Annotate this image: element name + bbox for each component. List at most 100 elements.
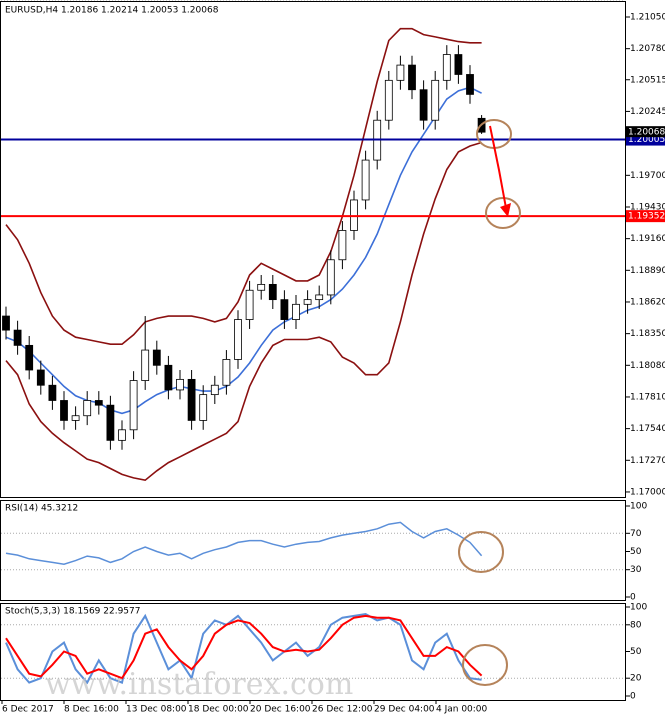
y-tick-label: 1.18080: [630, 361, 665, 371]
current-price-bg: [626, 126, 665, 138]
candle-body: [361, 159, 370, 201]
stoch-frame: [0, 603, 626, 701]
level-label-bg: [626, 210, 665, 223]
x-tick-label: 6 Dec 2017: [2, 705, 54, 715]
y-tick-label: 1.19160: [630, 234, 665, 244]
y-tick-label: 70: [630, 529, 642, 539]
y-tick-label: 1.19430: [630, 202, 665, 212]
y-tick-label: 50: [630, 547, 642, 557]
watermark: www.instaforex.com: [45, 667, 353, 702]
y-tick-label: 30: [630, 565, 642, 575]
candle-body: [408, 64, 416, 91]
y-tick-label: 1.18890: [630, 266, 665, 276]
y-tick-label: 1.20515: [630, 75, 665, 85]
candle-body: [106, 404, 115, 441]
candle-body: [2, 315, 10, 331]
y-tick-label: 1.20780: [630, 44, 665, 54]
line: [5, 521, 483, 565]
annotation-arrow: [489, 125, 507, 209]
annotation-circle: [485, 197, 521, 229]
y-tick-label: 100: [630, 603, 647, 613]
candle-body: [71, 415, 80, 421]
level-label: 1.19352: [628, 212, 665, 222]
x-tick-label: 20 Dec 16:00: [250, 705, 311, 715]
candle-body: [94, 400, 103, 406]
candle-body: [141, 349, 150, 381]
candle-body: [431, 79, 440, 121]
y-tick-label: 0: [630, 592, 636, 602]
y-tick-label: 1.17000: [630, 487, 665, 497]
line: [5, 614, 483, 680]
y-tick-label: 1.18620: [630, 297, 665, 307]
annotation-circle: [462, 644, 508, 686]
grid-layer: [1, 0, 630, 704]
y-tick-label: 1.20245: [630, 107, 665, 117]
candle-body: [338, 230, 347, 261]
candle-body: [315, 294, 324, 301]
y-tick-label: 20: [630, 674, 642, 684]
candle-body: [152, 349, 161, 366]
y-tick-label: 0: [630, 691, 636, 701]
x-tick-label: 13 Dec 08:00: [126, 705, 187, 715]
x-tick-label: 8 Dec 16:00: [64, 705, 119, 715]
text-layer: 1.21050 1.20780 1.20515 1.20245 1.19700 1.194…: [2, 6, 665, 715]
candle-body: [129, 380, 138, 431]
y-tick-label: 1.18350: [630, 329, 665, 339]
candle-body: [234, 319, 242, 360]
x-tick-label: 26 Dec 12:00: [312, 705, 373, 715]
candle-body: [419, 89, 428, 121]
y-tick-label: 50: [630, 647, 642, 657]
y-tick-label: 1.17810: [630, 392, 665, 402]
candle-body: [222, 359, 231, 386]
candle-body: [466, 74, 474, 95]
candle-body: [83, 400, 92, 417]
candle-body: [13, 329, 22, 346]
candle-body: [48, 384, 57, 401]
y-tick-label: 1.21050: [630, 13, 665, 23]
y-tick-label: 1.19700: [630, 171, 665, 181]
candle-body: [268, 283, 277, 301]
y-tick-label: 80: [630, 620, 642, 630]
candle-body: [396, 64, 405, 81]
panel-title: Stoch(5,3,3) 18.1569 22.9577: [5, 607, 140, 617]
y-tick-label: 1.17270: [630, 456, 665, 466]
line: [5, 86, 482, 415]
annotation-circle: [458, 531, 504, 573]
candle-body: [36, 369, 45, 386]
marks-layer: [1, 27, 626, 685]
candle-body: [199, 394, 208, 421]
current-price-label: 1.20068: [628, 128, 665, 138]
y-tick-label: 1.17540: [630, 424, 665, 434]
candle-body: [303, 299, 312, 305]
x-tick-label: 4 Jan 00:00: [436, 705, 488, 715]
candle-body: [187, 378, 196, 421]
candle-body: [292, 303, 300, 320]
main-frame: [0, 1, 626, 498]
chart-title: EURUSD,H4 1.20186 1.20214 1.20053 1.2006…: [5, 6, 219, 16]
candle-body: [257, 283, 266, 291]
candle-body: [384, 79, 393, 121]
candle-body: [164, 364, 173, 391]
candle-body: [442, 54, 451, 81]
x-tick-label: 18 Dec 00:00: [188, 705, 249, 715]
line: [5, 27, 482, 345]
rsi-frame: [0, 500, 626, 601]
x-tick-label: 29 Dec 04:00: [374, 705, 435, 715]
level-label: 1.20005: [628, 135, 665, 145]
candle-body: [454, 54, 463, 75]
candle-body: [25, 344, 34, 371]
candle-body: [176, 378, 184, 391]
candle-body: [60, 400, 68, 421]
candle-body: [280, 299, 289, 320]
candle-body: [326, 259, 335, 296]
annotation-arrowhead: [500, 203, 511, 217]
candle-body: [210, 384, 219, 396]
candle-body: [118, 429, 126, 441]
panel-title: RSI(14) 45.3212: [5, 504, 78, 514]
line: [5, 141, 482, 482]
y-tick-label: 100: [630, 502, 647, 512]
candle-body: [245, 289, 254, 320]
